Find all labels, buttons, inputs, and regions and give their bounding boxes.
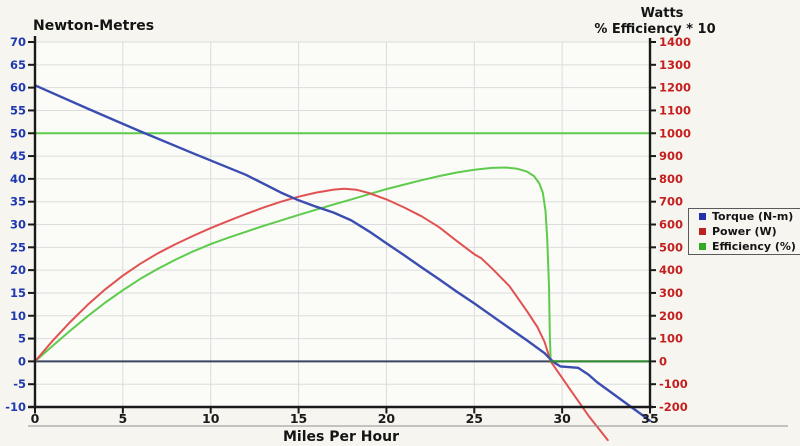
x-tick-label: 10 (202, 411, 220, 426)
right-tick-label: -200 (659, 400, 688, 414)
right-axis-title-watts: Watts (641, 6, 684, 21)
left-tick-label: 55 (10, 103, 26, 117)
left-tick-label: 10 (10, 309, 26, 323)
legend-item-power: Power (W) (699, 225, 800, 239)
legend-label: Power (W) (712, 225, 777, 238)
right-tick-label: 1100 (659, 103, 691, 117)
legend-item-torque: Torque (N-m) (699, 210, 800, 224)
right-tick-label: 1200 (659, 81, 691, 95)
efficiency-swatch-icon (699, 243, 706, 250)
efficiency-line (34, 166, 552, 363)
right-tick-label: 600 (659, 218, 683, 232)
legend: Torque (N-m) Power (W) Efficiency (%) (688, 208, 800, 255)
torque-swatch-icon (699, 213, 706, 220)
left-tick-label: 70 (10, 35, 26, 49)
legend-label: Efficiency (%) (712, 240, 796, 253)
left-tick-label: 0 (18, 354, 26, 368)
left-tick-label: 15 (10, 286, 26, 300)
legend-label: Torque (N-m) (712, 210, 794, 223)
right-tick-label: 400 (659, 263, 683, 277)
x-tick-label: 35 (641, 411, 658, 426)
legend-item-efficiency: Efficiency (%) (699, 240, 800, 254)
left-tick-label: 50 (10, 126, 26, 140)
right-tick-label: 900 (659, 149, 683, 163)
left-axis-title: Newton-Metres (33, 18, 154, 34)
x-tick-label: 30 (553, 411, 571, 426)
right-tick-label: 1000 (659, 126, 691, 140)
right-tick-label: 200 (659, 309, 683, 323)
left-tick-label: 30 (10, 218, 26, 232)
left-tick-label: 35 (10, 195, 26, 209)
x-tick-label: 25 (466, 411, 483, 426)
left-tick-label: 40 (10, 172, 26, 186)
right-tick-label: 1400 (659, 35, 691, 49)
right-tick-label: 100 (659, 332, 683, 346)
right-axis-title-efficiency: % Efficiency * 10 (594, 22, 715, 37)
x-tick-label: 5 (119, 411, 128, 426)
right-tick-label: 800 (659, 172, 683, 186)
right-tick-label: 700 (659, 195, 683, 209)
left-tick-label: 60 (10, 81, 26, 95)
left-tick-label: -5 (13, 377, 26, 391)
left-tick-label: 25 (10, 240, 26, 254)
left-tick-label: 65 (10, 58, 26, 72)
left-tick-label: 45 (10, 149, 26, 163)
right-tick-label: -100 (659, 377, 688, 391)
torque-line (33, 84, 652, 422)
x-tick-label: 20 (378, 411, 396, 426)
left-tick-label: 20 (10, 263, 26, 277)
power-line (34, 187, 609, 442)
left-tick-label: -10 (5, 400, 26, 414)
x-tick-label: 0 (31, 411, 40, 426)
right-tick-label: 300 (659, 286, 683, 300)
x-axis-title: Miles Per Hour (283, 429, 399, 445)
right-tick-label: 0 (659, 354, 667, 368)
right-tick-label: 1300 (659, 58, 691, 72)
power-swatch-icon (699, 228, 706, 235)
right-tick-label: 500 (659, 240, 683, 254)
x-tick-label: 15 (290, 411, 307, 426)
left-tick-label: 5 (18, 332, 26, 346)
